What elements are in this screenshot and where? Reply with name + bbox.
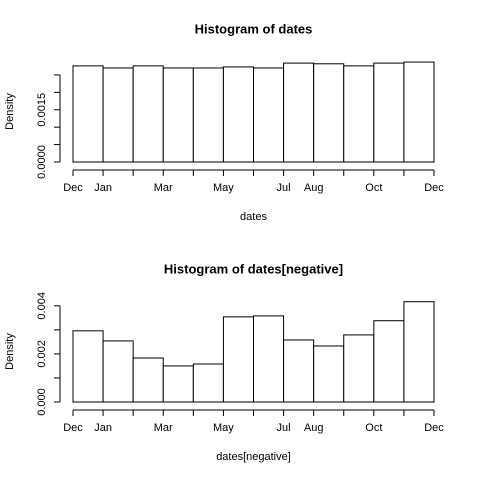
- bar: [72, 330, 104, 403]
- x-tick-label: May: [213, 182, 234, 194]
- x-tick-label: Mar: [154, 182, 173, 194]
- x-tick-label: Aug: [304, 182, 324, 194]
- bar: [343, 65, 375, 163]
- bar: [222, 316, 255, 403]
- bar: [403, 61, 435, 163]
- y-tick-label: 0.0000: [36, 145, 48, 179]
- bar: [343, 334, 375, 403]
- x-tick-label: Jan: [94, 422, 112, 434]
- bar: [72, 65, 104, 163]
- bar: [253, 67, 285, 163]
- bar: [132, 357, 164, 403]
- y-tick-label: 0.0015: [36, 93, 48, 127]
- bar: [313, 63, 345, 163]
- y-tick-label: 0.000: [36, 388, 48, 416]
- bar: [403, 301, 435, 403]
- bar: [253, 315, 285, 403]
- x-axis-label: dates[negative]: [216, 451, 291, 463]
- y-axis-label: Density: [4, 93, 16, 130]
- x-tick-label: Dec: [424, 422, 444, 434]
- bar: [102, 340, 134, 403]
- chart-title: Histogram of dates: [195, 21, 313, 36]
- y-tick-label: 0.004: [36, 292, 48, 320]
- bar: [192, 363, 224, 403]
- x-tick-label: Jul: [277, 182, 291, 194]
- chart-title: Histogram of dates[negative]: [164, 261, 343, 276]
- x-tick-label: May: [213, 422, 234, 434]
- bar: [313, 345, 345, 403]
- bar: [162, 67, 194, 163]
- bar: [283, 339, 315, 403]
- bar: [162, 365, 194, 403]
- bar: [102, 67, 134, 163]
- x-tick-label: Dec: [424, 182, 444, 194]
- x-tick-label: Mar: [154, 422, 173, 434]
- bar: [283, 62, 315, 163]
- x-tick-label: Jan: [94, 182, 112, 194]
- x-axis-label: dates: [240, 211, 267, 223]
- bar: [222, 66, 255, 163]
- y-tick-label: 0.002: [36, 340, 48, 368]
- x-tick-label: Oct: [365, 422, 382, 434]
- x-tick-label: Dec: [63, 182, 83, 194]
- bar: [373, 320, 405, 403]
- bar: [132, 65, 164, 163]
- x-tick-label: Jul: [277, 422, 291, 434]
- x-tick-label: Dec: [63, 422, 83, 434]
- bar: [192, 67, 224, 163]
- bar: [373, 62, 405, 163]
- y-axis-label: Density: [4, 333, 16, 370]
- x-tick-label: Oct: [365, 182, 382, 194]
- x-tick-label: Aug: [304, 422, 324, 434]
